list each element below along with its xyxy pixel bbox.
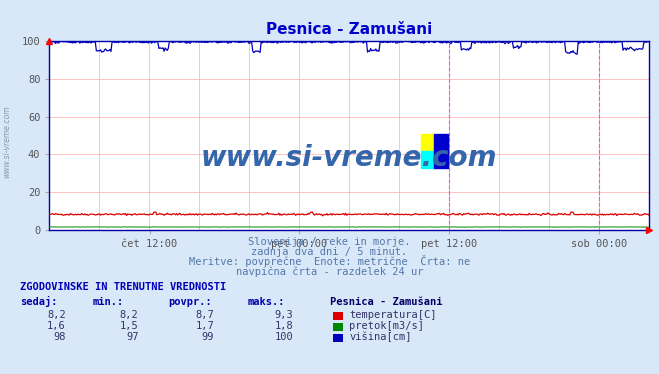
Text: www.si-vreme.com: www.si-vreme.com [2,106,11,178]
Text: ZGODOVINSKE IN TRENUTNE VREDNOSTI: ZGODOVINSKE IN TRENUTNE VREDNOSTI [20,282,226,292]
Text: www.si-vreme.com: www.si-vreme.com [201,144,498,172]
Text: povpr.:: povpr.: [168,297,212,307]
Text: sedaj:: sedaj: [20,296,57,307]
Text: 1,5: 1,5 [120,321,138,331]
Text: temperatura[C]: temperatura[C] [349,310,437,320]
Text: 8,2: 8,2 [47,310,66,320]
Text: 1,6: 1,6 [47,321,66,331]
Text: maks.:: maks.: [247,297,285,307]
Text: pretok[m3/s]: pretok[m3/s] [349,321,424,331]
Text: 9,3: 9,3 [275,310,293,320]
Title: Pesnica - Zamušani: Pesnica - Zamušani [266,22,432,37]
Text: Meritve: povprečne  Enote: metrične  Črta: ne: Meritve: povprečne Enote: metrične Črta:… [189,255,470,267]
Text: zadnja dva dni / 5 minut.: zadnja dva dni / 5 minut. [251,247,408,257]
Text: Slovenija / reke in morje.: Slovenija / reke in morje. [248,237,411,247]
Text: 1,8: 1,8 [275,321,293,331]
Text: min.:: min.: [92,297,123,307]
Bar [421,151,434,168]
Text: višina[cm]: višina[cm] [349,332,412,342]
Text: 98: 98 [53,332,66,342]
Bar [421,134,434,151]
Bar [434,134,447,168]
Text: Pesnica - Zamušani: Pesnica - Zamušani [330,297,442,307]
Text: 97: 97 [126,332,138,342]
Text: 100: 100 [275,332,293,342]
Text: navpična črta - razdelek 24 ur: navpična črta - razdelek 24 ur [236,267,423,277]
Text: 1,7: 1,7 [196,321,214,331]
Text: 8,2: 8,2 [120,310,138,320]
Text: 99: 99 [202,332,214,342]
Text: 8,7: 8,7 [196,310,214,320]
